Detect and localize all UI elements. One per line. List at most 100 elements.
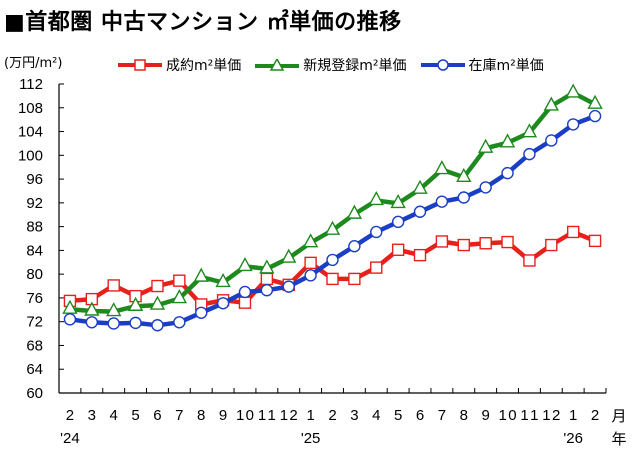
square-marker-icon bbox=[435, 235, 449, 248]
series-line bbox=[69, 113, 596, 328]
square-marker-icon bbox=[588, 234, 602, 248]
y-tick-label: 96 bbox=[26, 171, 43, 188]
circle-marker-icon bbox=[195, 306, 208, 319]
triangle-marker-icon bbox=[412, 179, 428, 194]
x-tick-month-label: 5 bbox=[131, 407, 139, 424]
square-marker-icon bbox=[370, 261, 383, 274]
x-tick-month-label: 8 bbox=[460, 407, 468, 424]
series-layer bbox=[62, 83, 603, 332]
legend-label: 新規登録m²単価 bbox=[303, 58, 407, 74]
triangle-marker-icon bbox=[434, 160, 450, 175]
x-tick-month-label: 10 bbox=[236, 407, 254, 424]
circle-marker-icon bbox=[63, 313, 77, 326]
square-marker-icon bbox=[501, 235, 514, 249]
square-marker-icon bbox=[479, 237, 492, 250]
circle-marker-icon bbox=[435, 195, 449, 208]
triangle-marker-icon bbox=[255, 59, 300, 71]
circle-marker-icon bbox=[420, 59, 465, 71]
x-axis-month-unit: 月 bbox=[611, 408, 626, 425]
x-tick-year-label: '24 bbox=[60, 430, 80, 447]
y-tick-label: 72 bbox=[26, 314, 43, 331]
y-tick-label: 88 bbox=[26, 219, 43, 236]
x-tick-month-label: 4 bbox=[372, 407, 380, 424]
circle-marker-icon bbox=[173, 316, 186, 329]
x-tick-month-label: 6 bbox=[416, 407, 424, 424]
square-marker-icon bbox=[260, 272, 274, 286]
triangle-marker-icon bbox=[477, 138, 494, 153]
circle-marker-icon bbox=[545, 134, 558, 147]
x-tick-month-label: 2 bbox=[328, 407, 336, 424]
x-tick-year-label: '26 bbox=[563, 430, 583, 447]
y-tick-label: 84 bbox=[26, 242, 43, 259]
triangle-marker-icon bbox=[543, 96, 559, 111]
triangle-marker-icon bbox=[346, 204, 363, 219]
triangle-marker-icon bbox=[521, 123, 538, 138]
square-marker-icon bbox=[545, 238, 558, 252]
x-tick-month-label: 5 bbox=[394, 407, 402, 424]
x-tick-month-label: 3 bbox=[350, 407, 358, 424]
x-tick-month-label: 4 bbox=[110, 407, 118, 424]
square-marker-icon bbox=[107, 279, 120, 292]
circle-marker-icon bbox=[348, 240, 361, 253]
y-tick-label: 112 bbox=[19, 76, 43, 93]
triangle-marker-icon bbox=[456, 167, 472, 182]
triangle-marker-icon bbox=[259, 259, 275, 274]
y-tick-label: 104 bbox=[18, 124, 43, 141]
triangle-marker-icon bbox=[390, 193, 406, 209]
circle-marker-icon bbox=[282, 280, 295, 293]
x-tick-month-label: 1 bbox=[306, 407, 314, 424]
triangle-marker-icon bbox=[368, 190, 384, 206]
series-line bbox=[69, 229, 596, 307]
x-tick-month-label: 12 bbox=[280, 407, 298, 424]
x-tick-month-label: 2 bbox=[591, 407, 599, 424]
x-axis: 2 3 4 5 6 7 8 9 10 11 12 1 2 3 4 5 6 7 8 9 10 11 12 1 2'24'25'26… bbox=[59, 388, 627, 448]
chart-legend: 成約m²単価 新規登録m²単価 在庫m²単価 bbox=[118, 55, 544, 75]
square-marker-icon bbox=[566, 225, 580, 239]
x-tick-month-label: 8 bbox=[197, 407, 205, 424]
square-marker-icon bbox=[151, 279, 164, 293]
legend-item-contract: 成約m²単価 bbox=[118, 55, 241, 75]
triangle-marker-icon bbox=[499, 133, 516, 148]
circle-marker-icon bbox=[304, 269, 317, 282]
triangle-marker-icon bbox=[324, 220, 341, 235]
x-tick-month-label: 1 bbox=[569, 407, 577, 424]
square-marker-icon bbox=[348, 272, 361, 286]
y-axis: 60 64 68 72 76 80 84 88 92 96 100 104 108 112 bbox=[18, 76, 64, 402]
circle-marker-icon bbox=[566, 118, 580, 131]
x-tick-year-label: '25 bbox=[301, 430, 321, 447]
triangle-marker-icon bbox=[215, 273, 231, 288]
triangle-marker-icon bbox=[237, 256, 253, 272]
legend-item-new-listing: 新規登録m²単価 bbox=[255, 55, 407, 75]
triangle-marker-icon bbox=[149, 295, 166, 310]
circle-marker-icon bbox=[588, 109, 602, 123]
square-marker-icon bbox=[523, 254, 536, 267]
y-tick-label: 60 bbox=[26, 385, 43, 402]
x-tick-month-label: 2 bbox=[66, 407, 74, 424]
circle-marker-icon bbox=[457, 191, 470, 204]
circle-marker-icon bbox=[129, 316, 142, 330]
x-tick-month-label: 11 bbox=[520, 407, 538, 424]
triangle-marker-icon bbox=[106, 302, 122, 317]
y-tick-label: 68 bbox=[26, 337, 43, 354]
circle-marker-icon bbox=[216, 297, 230, 310]
chart-title: ■首都圏 中古マンション ㎡単価の推移 bbox=[4, 10, 402, 35]
triangle-marker-icon bbox=[281, 248, 297, 263]
x-tick-month-label: 6 bbox=[153, 407, 161, 424]
square-marker-icon bbox=[173, 274, 186, 287]
square-marker-icon bbox=[238, 296, 252, 309]
x-tick-month-label: 12 bbox=[542, 407, 560, 424]
y-tick-label: 76 bbox=[26, 290, 43, 307]
series-square bbox=[63, 225, 602, 311]
circle-marker-icon bbox=[523, 147, 536, 161]
y-tick-label: 100 bbox=[18, 147, 43, 164]
square-marker-icon bbox=[118, 59, 162, 71]
legend-label: 在庫m²単価 bbox=[468, 58, 544, 74]
y-tick-label: 92 bbox=[26, 195, 43, 212]
x-tick-month-label: 9 bbox=[481, 407, 489, 424]
square-marker-icon bbox=[457, 238, 470, 252]
x-tick-month-label: 7 bbox=[175, 407, 183, 424]
circle-marker-icon bbox=[107, 317, 120, 330]
square-marker-icon bbox=[326, 272, 339, 286]
y-tick-label: 64 bbox=[26, 361, 43, 378]
